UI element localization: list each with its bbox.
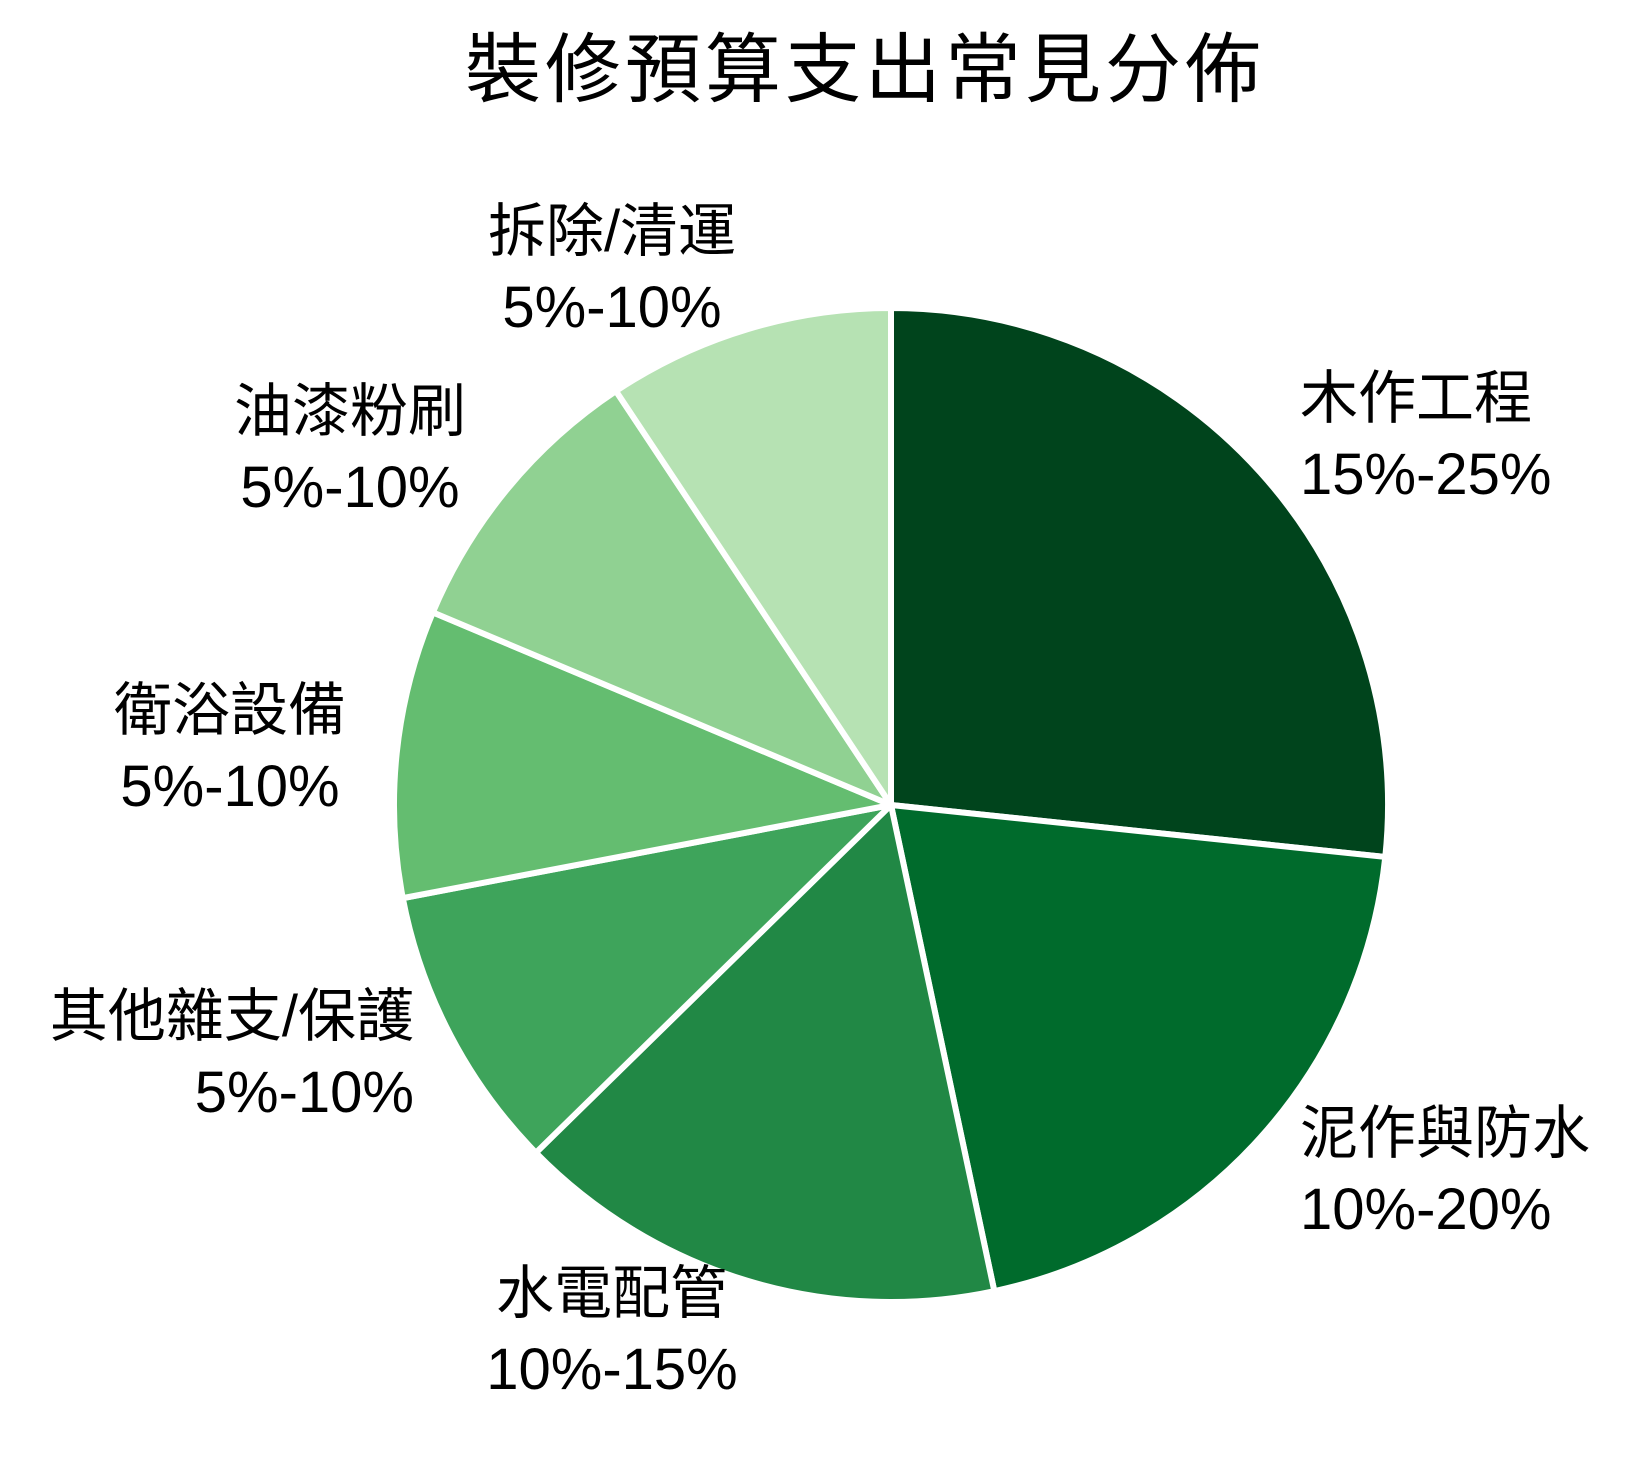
slice-label-text: 其他雜支/保護 <box>49 984 414 1049</box>
slice-label-text: 木作工程 <box>1300 366 1533 431</box>
pie-slice-3 <box>399 802 894 1156</box>
slice-label-text: 衛浴設備 <box>113 678 346 743</box>
slice-range-text: 10%-15% <box>486 1337 738 1402</box>
slice-label-painting: 油漆粉刷 5%-10% <box>175 374 525 526</box>
pie-slice-5 <box>429 388 894 808</box>
slice-label-text: 拆除/清運 <box>487 199 737 264</box>
pie-slice-4 <box>391 609 894 902</box>
slice-range-text: 5%-10% <box>502 275 722 340</box>
slice-label-plumbing-electrical: 水電配管 10%-15% <box>412 1256 812 1408</box>
slice-label-woodwork: 木作工程 15%-25% <box>1300 361 1551 513</box>
slice-range-text: 10%-20% <box>1300 1177 1552 1242</box>
slice-range-text: 15%-25% <box>1300 442 1552 507</box>
chart-title: 裝修預算支出常見分佈 <box>465 28 1265 113</box>
slice-label-text: 水電配管 <box>495 1261 728 1326</box>
slice-label-misc-protection: 其他雜支/保護 5%-10% <box>0 979 414 1131</box>
slice-range-text: 5%-10% <box>240 455 460 520</box>
slice-range-text: 5%-10% <box>194 1060 414 1125</box>
slice-label-text: 油漆粉刷 <box>233 379 466 444</box>
slice-range-text: 5%-10% <box>120 754 340 819</box>
slice-label-demolition-removal: 拆除/清運 5%-10% <box>437 194 787 346</box>
slice-label-masonry-waterproofing: 泥作與防水 10%-20% <box>1300 1096 1590 1248</box>
pie-slice-1 <box>888 802 1389 1295</box>
slice-label-text: 泥作與防水 <box>1300 1101 1591 1166</box>
slice-label-bathroom-fixtures: 衛浴設備 5%-10% <box>55 673 405 825</box>
pie-slice-2 <box>532 802 998 1305</box>
pie-slice-0 <box>888 305 1391 860</box>
pie-slice-6 <box>612 305 894 808</box>
